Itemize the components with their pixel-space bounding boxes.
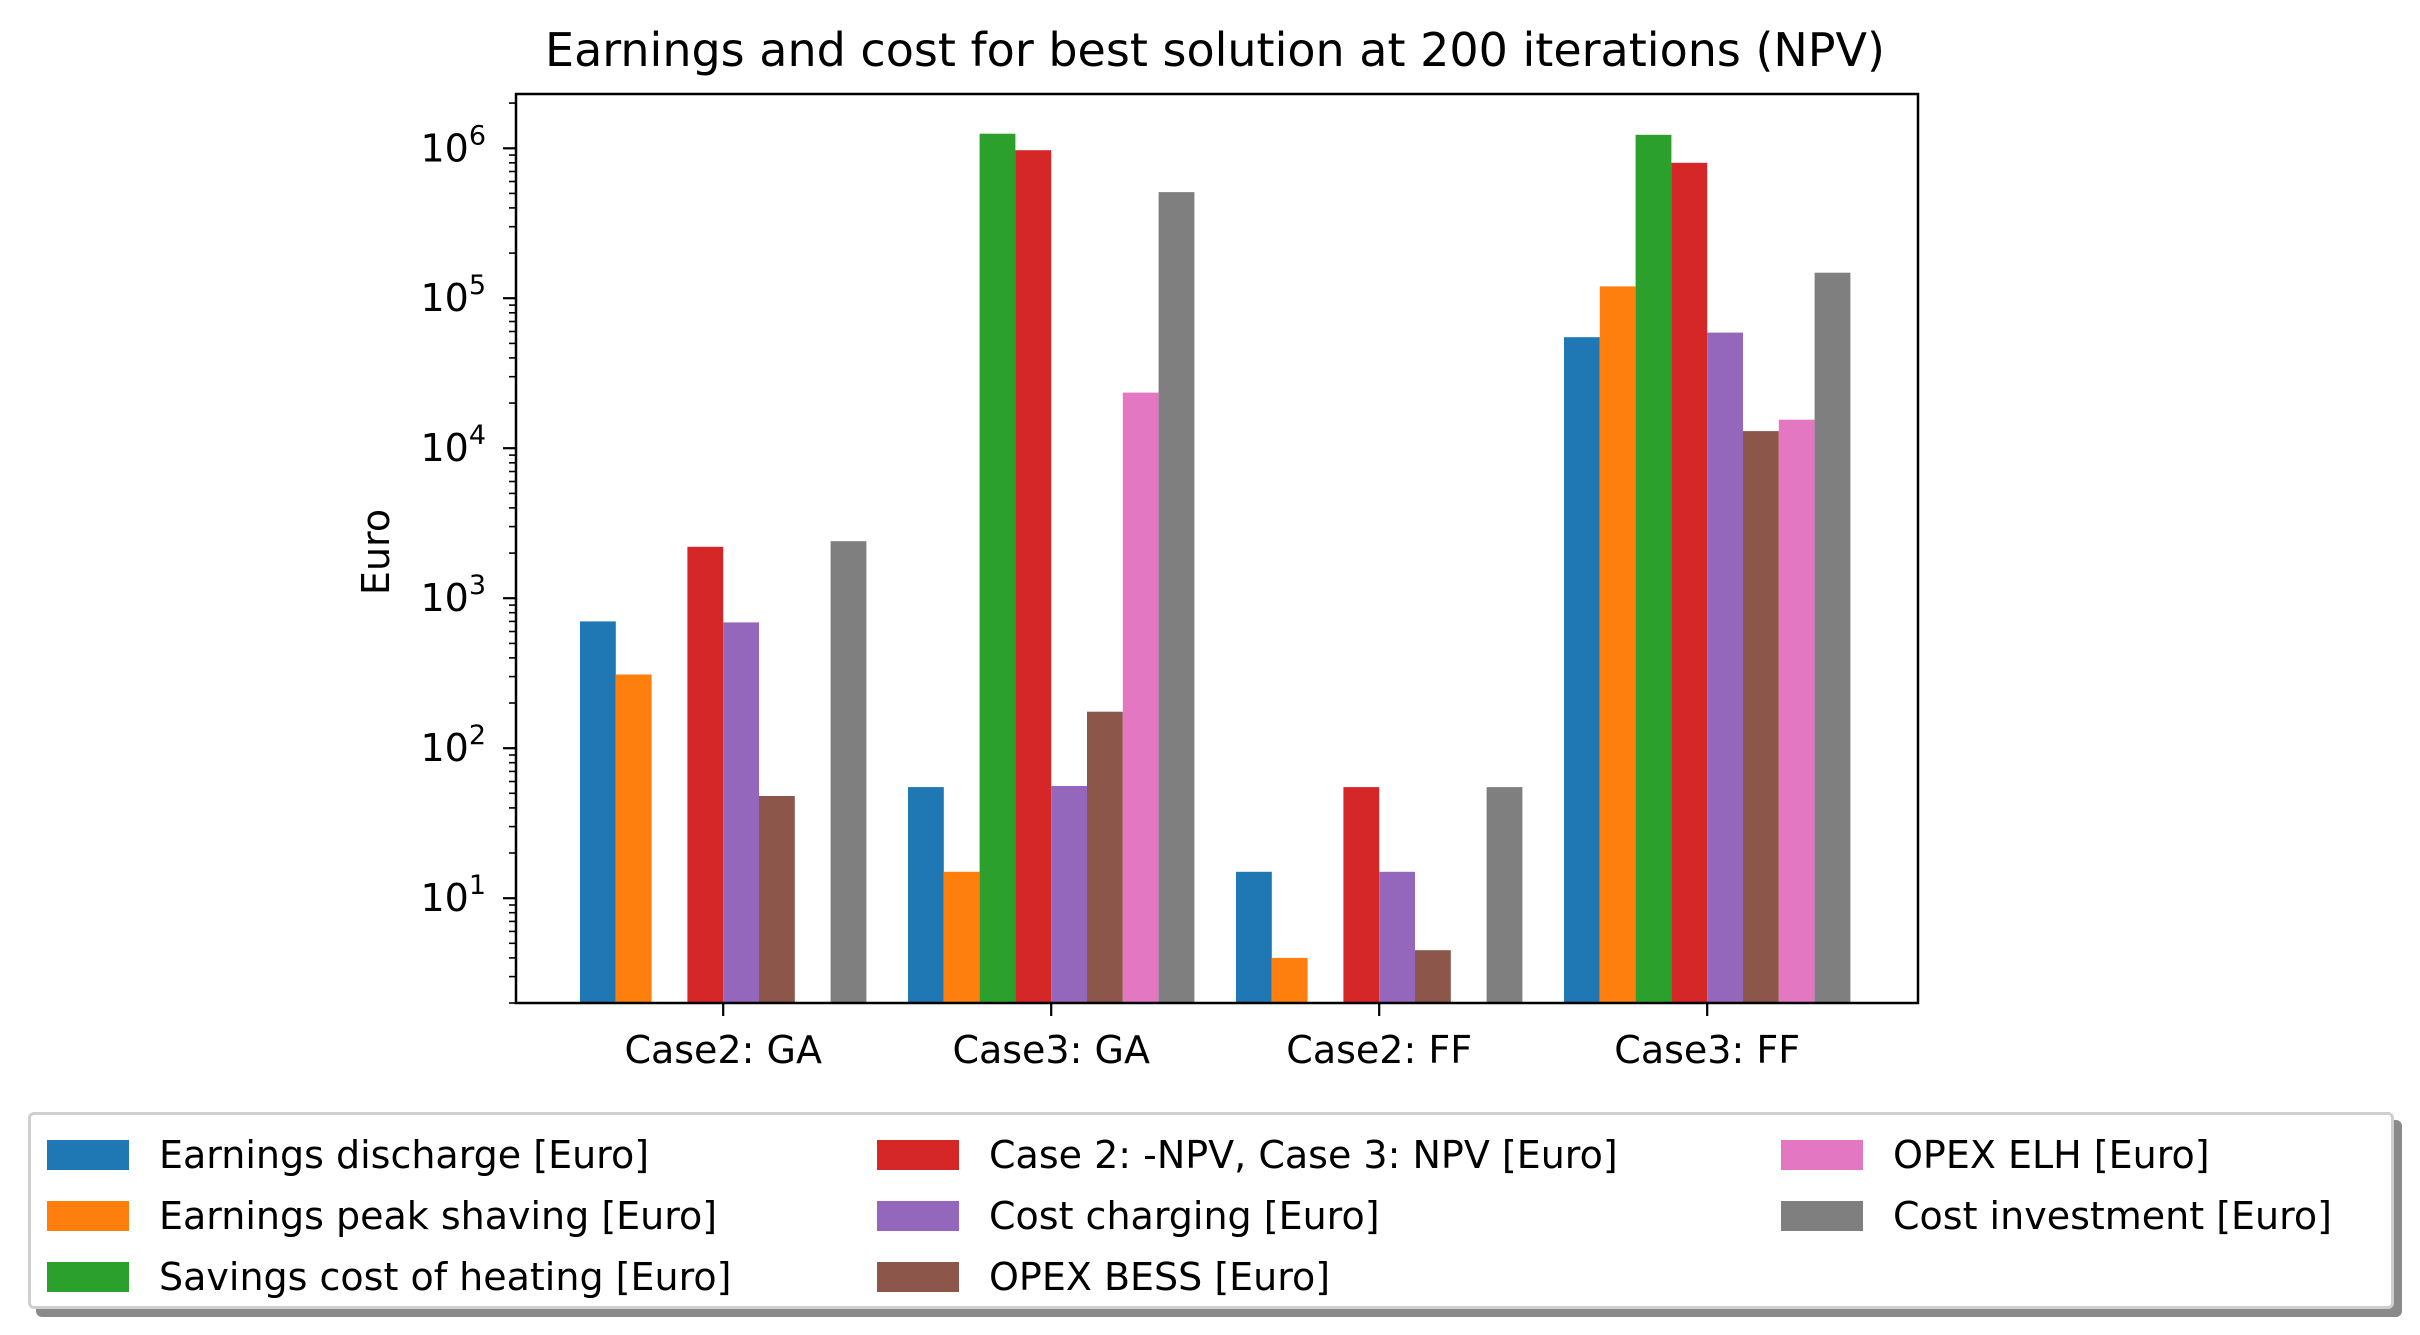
legend-swatch: [877, 1262, 959, 1292]
bar-2-0: [1236, 871, 1272, 1003]
bar-2-5: [1415, 950, 1451, 1003]
legend-item-0: Earnings discharge [Euro]: [47, 1133, 650, 1177]
legend-item-4: Cost charging [Euro]: [877, 1194, 1380, 1238]
y-axis-label: Euro: [354, 509, 398, 595]
legend-item-7: Cost investment [Euro]: [1781, 1194, 2333, 1238]
bar-0-1: [615, 674, 652, 1003]
legend-label: Earnings peak shaving [Euro]: [159, 1194, 718, 1238]
x-ticks-group: Case2: GA Case3: GA Case2: FF Case3: FF: [624, 1003, 1800, 1072]
y-tick-label-3: 104: [420, 420, 486, 470]
legend-item-6: OPEX ELH [Euro]: [1781, 1133, 2210, 1177]
bar-3-2: [1635, 134, 1672, 1004]
legend-swatch: [1781, 1140, 1863, 1170]
bar-2-7: [1486, 787, 1523, 1003]
bar-1-6: [1122, 392, 1159, 1004]
legend-item-1: Earnings peak shaving [Euro]: [47, 1194, 718, 1238]
x-tick-label-3: Case3: FF: [1614, 1028, 1800, 1072]
legend-item-5: OPEX BESS [Euro]: [877, 1255, 1331, 1299]
bar-1-0: [908, 787, 944, 1003]
x-tick-label-2: Case2: FF: [1286, 1028, 1472, 1072]
bar-0-0: [580, 621, 616, 1003]
bars-group: [580, 133, 1851, 1004]
bar-1-7: [1158, 192, 1195, 1004]
bar-1-2: [979, 133, 1016, 1003]
chart-title: Earnings and cost for best solution at 2…: [545, 23, 1885, 77]
y-tick-label-5: 106: [420, 120, 486, 170]
bar-3-4: [1707, 332, 1743, 1004]
bar-3-6: [1778, 419, 1815, 1003]
bar-3-5: [1743, 431, 1779, 1004]
legend-swatch: [47, 1201, 129, 1231]
bar-2-1: [1271, 957, 1308, 1003]
bar-0-3: [687, 546, 724, 1003]
bar-0-4: [723, 622, 759, 1003]
bar-3-3: [1671, 162, 1708, 1004]
y-tick-label-2: 103: [420, 570, 486, 620]
legend-item-3: Case 2: -NPV, Case 3: NPV [Euro]: [877, 1133, 1618, 1177]
y-ticks-group: 101 102 103 104 105 106: [420, 102, 516, 1004]
legend-label: OPEX ELH [Euro]: [1893, 1133, 2210, 1177]
legend-swatch: [877, 1140, 959, 1170]
legend-label: Cost investment [Euro]: [1893, 1194, 2333, 1238]
legend-label: Earnings discharge [Euro]: [159, 1133, 650, 1177]
bar-1-1: [943, 871, 980, 1003]
legend-swatch: [1781, 1201, 1863, 1231]
y-tick-label-0: 101: [420, 870, 486, 920]
legend-swatch: [47, 1262, 129, 1292]
bar-3-1: [1599, 286, 1636, 1003]
bar-3-7: [1814, 272, 1851, 1003]
bar-3-0: [1564, 337, 1600, 1003]
x-tick-label-1: Case3: GA: [952, 1028, 1150, 1072]
plot-frame: [514, 92, 1920, 1005]
legend-swatch: [47, 1140, 129, 1170]
x-tick-label-0: Case2: GA: [624, 1028, 822, 1072]
legend-swatch: [877, 1201, 959, 1231]
bar-2-4: [1379, 871, 1415, 1003]
legend-label: Cost charging [Euro]: [989, 1194, 1380, 1238]
bar-1-4: [1051, 786, 1087, 1003]
legend: Earnings discharge [Euro] Earnings peak s…: [28, 1112, 2394, 1309]
legend-item-2: Savings cost of heating [Euro]: [47, 1255, 732, 1299]
bar-1-3: [1015, 150, 1052, 1003]
y-tick-label-1: 102: [420, 720, 486, 770]
legend-label: Savings cost of heating [Euro]: [159, 1255, 732, 1299]
bar-0-5: [759, 796, 795, 1003]
bar-1-5: [1087, 711, 1123, 1003]
legend-label: Case 2: -NPV, Case 3: NPV [Euro]: [989, 1133, 1618, 1177]
y-tick-label-4: 105: [420, 270, 486, 320]
bar-2-3: [1343, 787, 1380, 1003]
legend-label: OPEX BESS [Euro]: [989, 1255, 1331, 1299]
bar-chart: Earnings and cost for best solution at 2…: [354, 23, 1920, 1072]
bar-0-7: [830, 541, 867, 1003]
